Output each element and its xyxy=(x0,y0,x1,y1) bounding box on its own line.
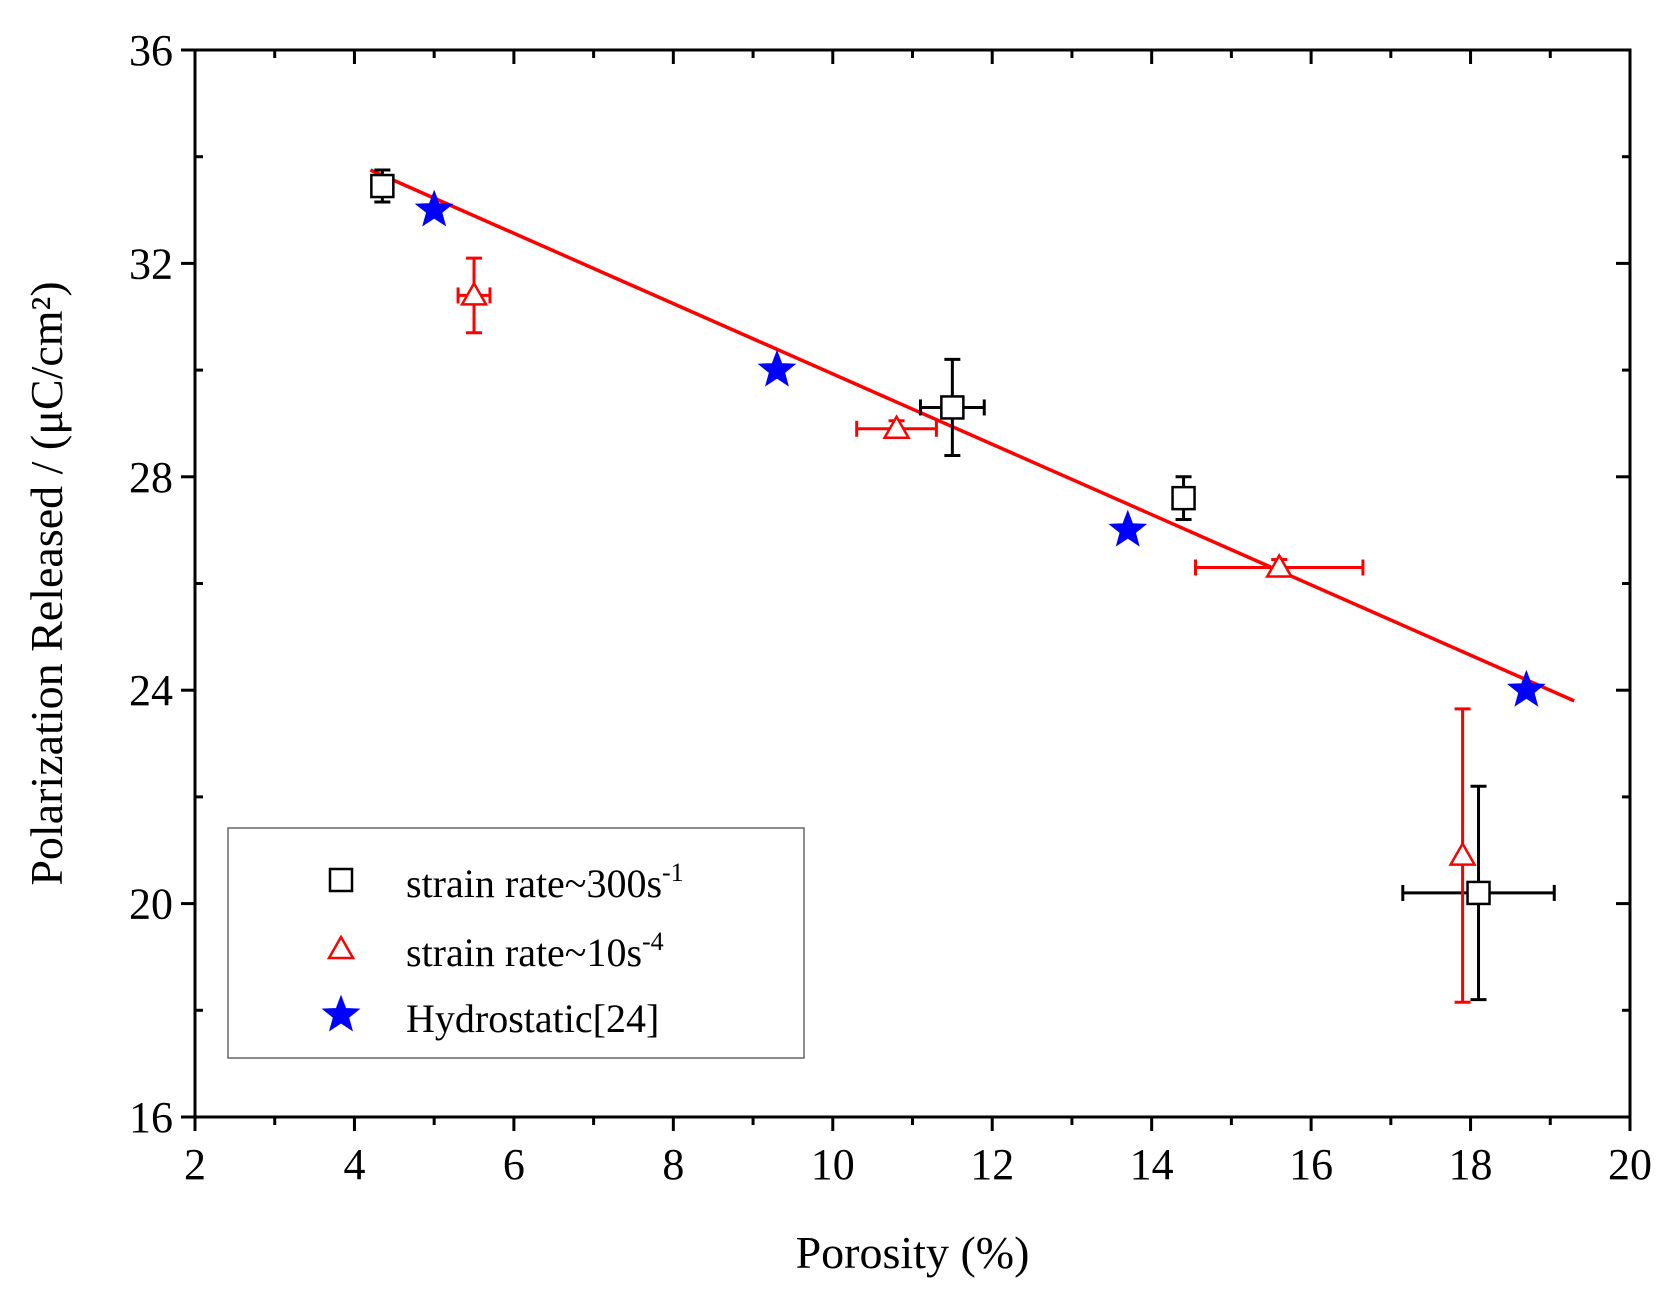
data-points xyxy=(370,168,1556,1004)
data-point xyxy=(414,189,454,227)
x-tick-label: 4 xyxy=(343,1140,365,1189)
legend-label: Hydrostatic[24] xyxy=(406,996,659,1041)
x-tick-label: 6 xyxy=(503,1140,525,1189)
data-point xyxy=(1506,669,1546,707)
data-point xyxy=(370,173,395,199)
data-point xyxy=(940,395,965,420)
x-tick-label: 16 xyxy=(1289,1140,1333,1189)
y-tick-labels: 16 20 24 28 32 36 xyxy=(129,26,173,1142)
x-tick-label: 14 xyxy=(1130,1140,1174,1189)
x-tick-label: 18 xyxy=(1449,1140,1493,1189)
series-square-open xyxy=(370,168,1556,1002)
data-point xyxy=(757,349,797,387)
x-tick-label: 20 xyxy=(1608,1140,1652,1189)
data-point xyxy=(882,414,911,440)
legend-marker xyxy=(326,934,356,960)
data-point xyxy=(459,280,489,306)
data-point xyxy=(1171,485,1196,511)
x-tick-labels: 2 4 6 8 10 12 14 16 18 20 xyxy=(184,1140,1652,1189)
y-axis-title: Polarization Released / (μC/cm²) xyxy=(21,281,72,885)
x-axis-title: Porosity (%) xyxy=(796,1227,1030,1278)
legend-box xyxy=(227,827,805,1059)
y-tick-label: 16 xyxy=(129,1093,173,1142)
series-star-filled xyxy=(414,189,1546,707)
y-tick-label: 36 xyxy=(129,26,173,75)
x-tick-label: 8 xyxy=(662,1140,684,1189)
data-point xyxy=(1265,552,1294,578)
data-point xyxy=(1466,880,1491,906)
y-tick-label: 32 xyxy=(129,239,173,288)
data-point xyxy=(1108,509,1148,547)
legend-marker xyxy=(321,994,361,1032)
legend-marker xyxy=(328,867,354,893)
y-tick-label: 28 xyxy=(129,453,173,502)
data-point xyxy=(1448,841,1477,866)
x-tick-label: 10 xyxy=(811,1140,855,1189)
fit-line xyxy=(369,168,1575,703)
legend-label: strain rate~300s-1 xyxy=(406,858,684,906)
legend: strain rate~300s-1 strain rate~10s-4 Hydro… xyxy=(227,827,805,1059)
y-tick-label: 20 xyxy=(129,880,173,929)
fit-line-group xyxy=(369,168,1575,703)
x-tick-label: 2 xyxy=(184,1140,206,1189)
axis-ticks xyxy=(181,48,1632,1131)
y-tick-label: 24 xyxy=(129,666,173,715)
series-triangle-open xyxy=(456,256,1477,1004)
x-tick-label: 12 xyxy=(970,1140,1014,1189)
legend-label: strain rate~10s-4 xyxy=(406,927,664,975)
